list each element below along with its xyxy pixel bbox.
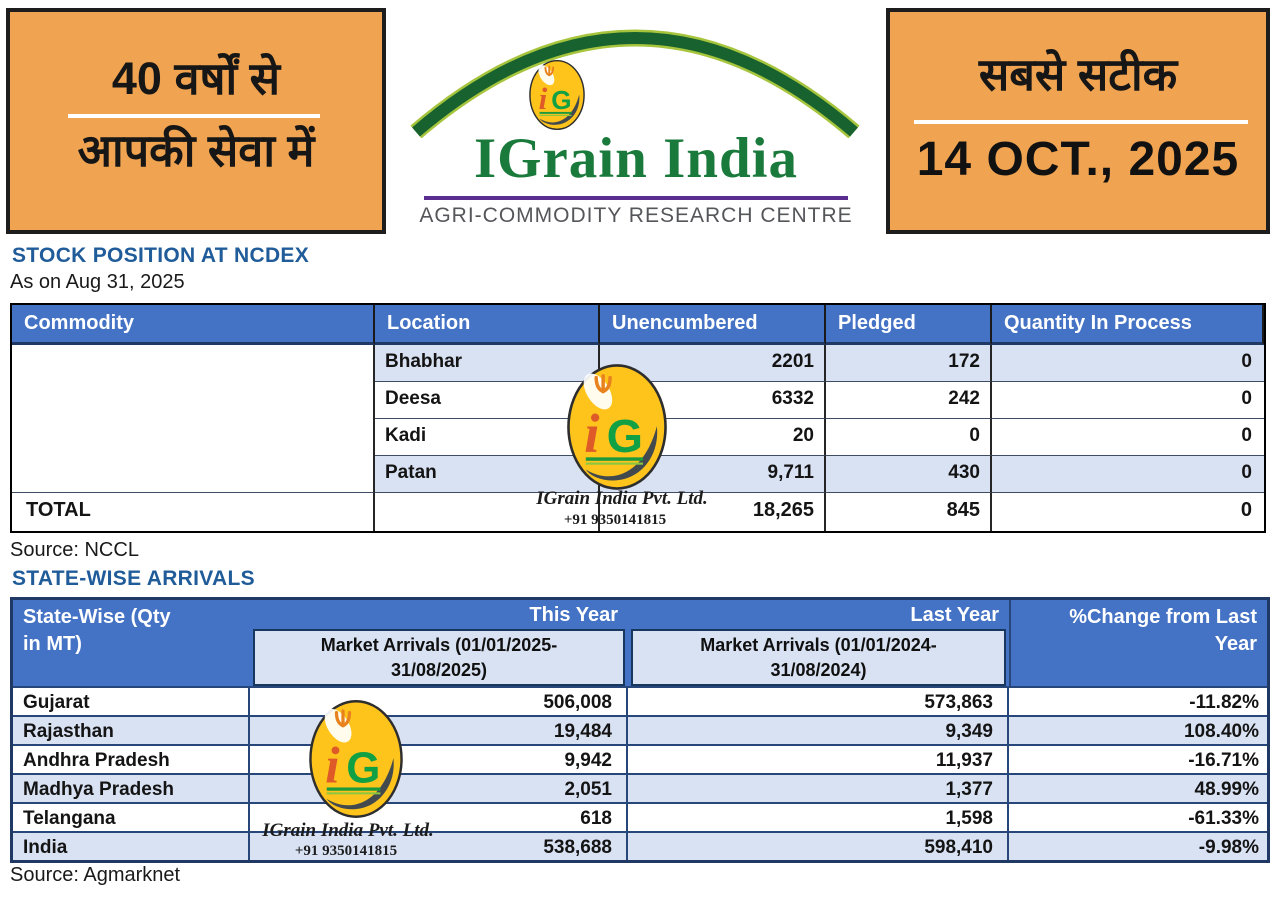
col-header-pct-change: %Change from Last Year (1009, 600, 1267, 686)
brand-name: IGrain India (473, 127, 799, 190)
monogram-g: G (551, 85, 571, 115)
total-row-label: TOTAL (12, 493, 375, 531)
watermark-ig-oval-icon: i G (309, 700, 403, 818)
logo-arch-icon (410, 29, 860, 138)
banner-right-panel: सबसे सटीक 14 OCT., 2025 (890, 12, 1266, 230)
banner-right-divider (914, 120, 1248, 124)
svg-text:G: G (346, 744, 380, 793)
table-cell: 430 (826, 456, 992, 493)
table-row: Madhya Pradesh 2,051 1,377 48.99% (13, 773, 1267, 802)
stock-section-title: STOCK POSITION AT NCDEX (12, 244, 310, 267)
watermark-phone: +91 9350141815 (563, 512, 667, 528)
table-cell: 0 (992, 382, 1264, 419)
table-row: Gujarat 506,008 573,863 -11.82% (13, 686, 1267, 715)
banner-tagline-hindi-line2: आपकी सेवा में (77, 125, 315, 176)
arrivals-source: Source: Agmarknet (10, 864, 181, 886)
col-header-qty-in-process: Quantity In Process (992, 305, 1264, 345)
arrivals-section-title: STATE-WISE ARRIVALS (12, 567, 255, 590)
col-header-commodity: Commodity (12, 305, 375, 345)
watermark-ig-oval-icon: i G (567, 364, 667, 490)
brand-underline (424, 196, 848, 200)
wheat-icon (544, 65, 555, 77)
arrivals-table: State-Wise (Qty in MT) This Year Market … (10, 597, 1270, 863)
monogram-i: i (539, 81, 548, 116)
col-header-location: Location (375, 305, 600, 345)
watermark-phone: +91 9350141815 (294, 843, 398, 859)
banner-tagline-accuracy: सबसे सटीक (978, 49, 1178, 100)
table-row: Telangana 618 1,598 -61.33% (13, 802, 1267, 831)
table-cell: 18,265 (600, 493, 826, 531)
banner-left-divider (68, 114, 320, 118)
table-cell: Deesa (375, 382, 600, 419)
arrivals-table-header: State-Wise (Qty in MT) This Year Market … (13, 600, 1267, 686)
stock-as-on-date: As on Aug 31, 2025 (10, 271, 185, 293)
subheader-arrivals-2024: Market Arrivals (01/01/2024- 31/08/2024) (631, 629, 1006, 686)
table-cell: 0 (992, 456, 1264, 493)
table-cell: 0 (992, 419, 1264, 456)
banner-tagline-hindi-line1: 40 वर्षों से (111, 53, 281, 104)
col-header-last-year: Last Year Market Arrivals (01/01/2024- 3… (628, 600, 1009, 686)
svg-text:G: G (607, 410, 643, 462)
watermark-company: IGrain India Pvt. Ltd. (536, 488, 708, 509)
table-cell: Kadi (375, 419, 600, 456)
brand-subtitle: AGRI-COMMODITY RESEARCH CENTRE (419, 204, 853, 227)
subheader-arrivals-2025: Market Arrivals (01/01/2025- 31/08/2025) (253, 629, 625, 686)
logo-box: i G IGrain India AGRI-COMMODITY RESEARCH… (382, 8, 890, 234)
top-banner: 40 वर्षों से आपकी सेवा में सबसे सटीक 14 … (6, 8, 1270, 234)
banner-left-panel: 40 वर्षों से आपकी सेवा में (10, 12, 382, 230)
table-row: Rajasthan 19,484 9,349 108.40% (13, 715, 1267, 744)
report-date: 14 OCT., 2025 (916, 133, 1240, 186)
commodity-merged-cell (12, 345, 375, 493)
table-cell: 845 (826, 493, 992, 531)
table-cell (375, 493, 600, 531)
svg-text:i: i (584, 403, 600, 464)
col-header-unencumbered: Unencumbered (600, 305, 826, 345)
stock-source: Source: NCCL (10, 539, 139, 561)
table-cell: Bhabhar (375, 345, 600, 382)
svg-text:i: i (325, 738, 340, 795)
ig-monogram-oval-icon: i G (529, 59, 585, 131)
col-header-this-year: This Year Market Arrivals (01/01/2025- 3… (250, 600, 628, 686)
table-cell: 0 (992, 345, 1264, 382)
table-row: India 538,688 598,410 -9.98% (13, 831, 1267, 860)
table-cell: 242 (826, 382, 992, 419)
col-header-state: State-Wise (Qty in MT) (23, 606, 171, 655)
stock-table: Commodity Location Unencumbered Pledged … (10, 303, 1266, 533)
table-cell: 0 (826, 419, 992, 456)
table-cell: 172 (826, 345, 992, 382)
col-header-pledged: Pledged (826, 305, 992, 345)
table-cell: 0 (992, 493, 1264, 531)
table-row: Andhra Pradesh 9,942 11,937 -16.71% (13, 744, 1267, 773)
watermark-company: IGrain India Pvt. Ltd. (262, 820, 434, 841)
